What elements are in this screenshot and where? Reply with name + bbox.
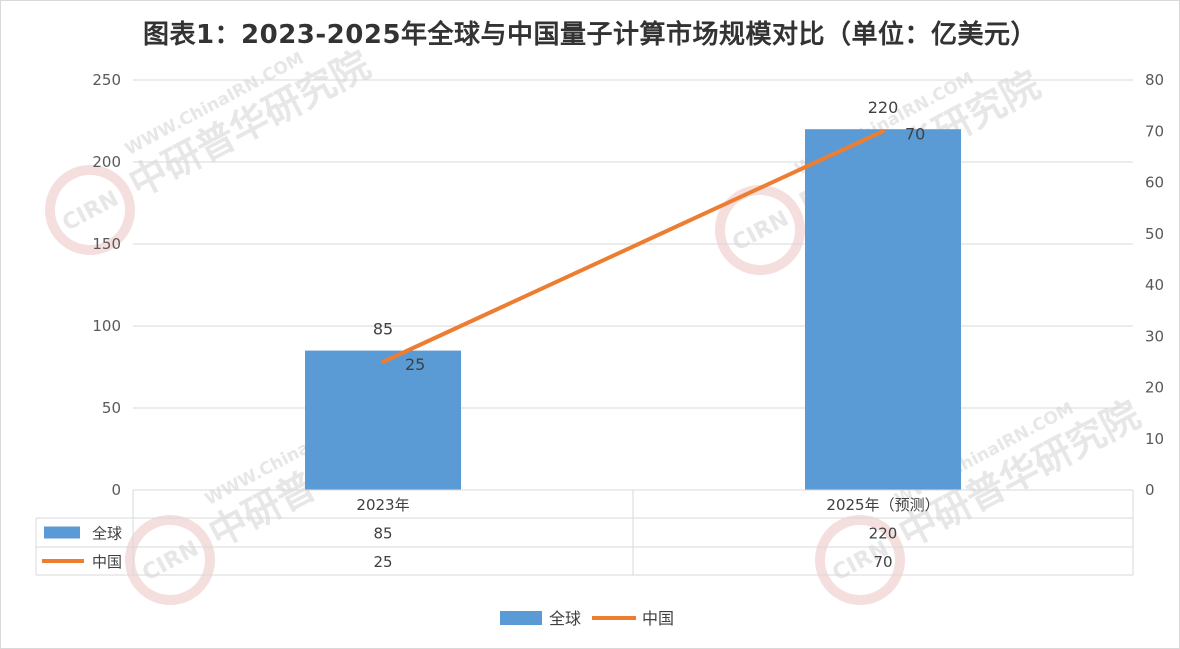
right-axis-tick-label: 70: [1145, 122, 1164, 140]
watermark-logo-ring: [815, 515, 905, 605]
watermark-layer: CIRN中研普华研究院WWW.ChinaIRN.COMCIRN中研普华研究院WW…: [44, 42, 1147, 605]
bar-global: [805, 129, 961, 490]
line-data-label: 70: [905, 124, 925, 143]
data-labels: 85 220 25 70: [373, 98, 926, 374]
table-series-name: 中国: [92, 553, 122, 571]
category-label: 2025年（预测）: [826, 496, 939, 514]
right-axis-tick-label: 50: [1145, 225, 1164, 243]
table-series-name: 全球: [92, 525, 122, 543]
table-cell-value: 85: [373, 525, 392, 543]
watermark-logo-text: CIRN: [138, 536, 202, 586]
table-cell-value: 220: [869, 525, 898, 543]
category-label: 2023年: [356, 496, 409, 514]
gridlines: [133, 79, 1133, 409]
line-series: [381, 129, 885, 364]
legend: 全球 中国: [500, 609, 674, 628]
left-axis-tick-label: 50: [102, 399, 121, 417]
right-axis-tick-label: 20: [1145, 379, 1164, 397]
table-cell-value: 25: [373, 553, 392, 571]
right-axis-tick-label: 60: [1145, 174, 1164, 192]
left-axis-tick-label: 0: [111, 481, 121, 499]
line-data-label: 25: [405, 355, 425, 374]
line-china: [381, 129, 885, 364]
bar-series: [305, 129, 961, 490]
left-axis-tick-label: 150: [92, 235, 121, 253]
bar-global: [305, 350, 461, 490]
right-axis: 0 10 20 30 40 50 60 70 80: [1145, 71, 1164, 499]
bar-data-label: 85: [373, 320, 393, 339]
legend-key-bar: [500, 611, 542, 625]
right-axis-tick-label: 40: [1145, 276, 1164, 294]
watermark-logo-ring: [44, 165, 135, 255]
left-axis-tick-label: 200: [92, 153, 121, 171]
table-key-bar: [44, 526, 80, 539]
data-table: 2023年 2025年（预测） 全球 85 220 中国 25 70: [35, 489, 1134, 576]
watermark-logo-text: CIRN: [58, 186, 122, 236]
chart-title: 图表1：2023-2025年全球与中国量子计算市场规模对比（单位：亿美元）: [142, 20, 1038, 50]
watermark-logo-text: CIRN: [728, 206, 792, 256]
right-axis-tick-label: 30: [1145, 327, 1164, 345]
right-axis-tick-label: 10: [1145, 430, 1164, 448]
left-axis-tick-label: 100: [92, 317, 121, 335]
legend-label-china: 中国: [642, 609, 674, 628]
legend-label-global: 全球: [549, 609, 581, 628]
left-axis: 0 50 100 150 200 250: [92, 71, 121, 499]
table-cell-value: 70: [873, 553, 892, 571]
right-axis-tick-label: 80: [1145, 71, 1164, 89]
bar-data-label: 220: [868, 98, 899, 117]
watermark-logo-ring: [125, 515, 215, 605]
left-axis-tick-label: 250: [92, 71, 121, 89]
right-axis-tick-label: 0: [1145, 481, 1155, 499]
